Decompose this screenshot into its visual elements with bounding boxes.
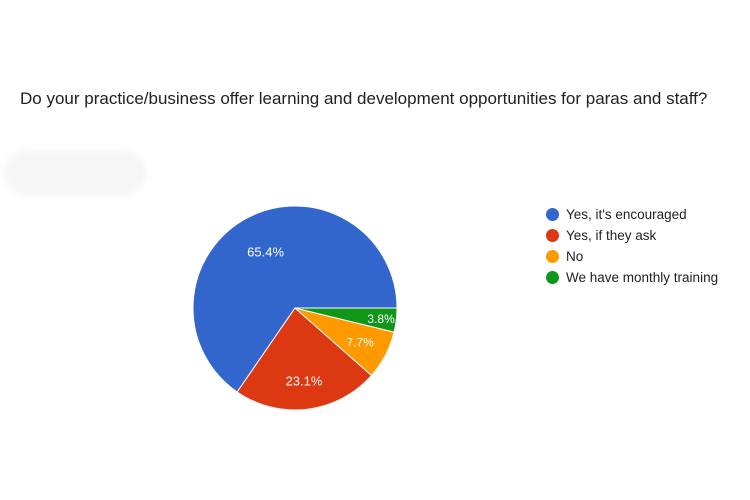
legend-swatch <box>546 250 559 263</box>
legend-item[interactable]: Yes, if they ask <box>546 225 718 246</box>
pie-slice-label-4: 3.8% <box>367 312 395 326</box>
pie-slice-label-1: 65.4% <box>247 245 284 260</box>
legend-item[interactable]: No <box>546 246 718 267</box>
legend-label: No <box>566 249 584 264</box>
legend-swatch <box>546 229 559 242</box>
legend-label: Yes, it's encouraged <box>566 207 687 222</box>
chart-legend: Yes, it's encouraged Yes, if they ask No We… <box>546 204 718 288</box>
pie-slice-label-2: 23.1% <box>286 373 323 388</box>
legend-item[interactable]: We have monthly training <box>546 267 718 288</box>
pie-slice-label-3: 7.7% <box>346 336 374 350</box>
pie-slice-2[interactable] <box>236 307 373 411</box>
pie-slice-4[interactable] <box>294 307 398 333</box>
question-title: Do your practice/business offer learning… <box>20 89 708 108</box>
legend-item[interactable]: Yes, it's encouraged <box>546 204 718 225</box>
pie-slice-1[interactable] <box>192 205 398 393</box>
legend-label: We have monthly training <box>566 270 719 285</box>
legend-swatch <box>546 271 559 284</box>
legend-label: Yes, if they ask <box>566 228 657 243</box>
legend-swatch <box>546 208 559 221</box>
redacted-response-count <box>4 150 146 196</box>
